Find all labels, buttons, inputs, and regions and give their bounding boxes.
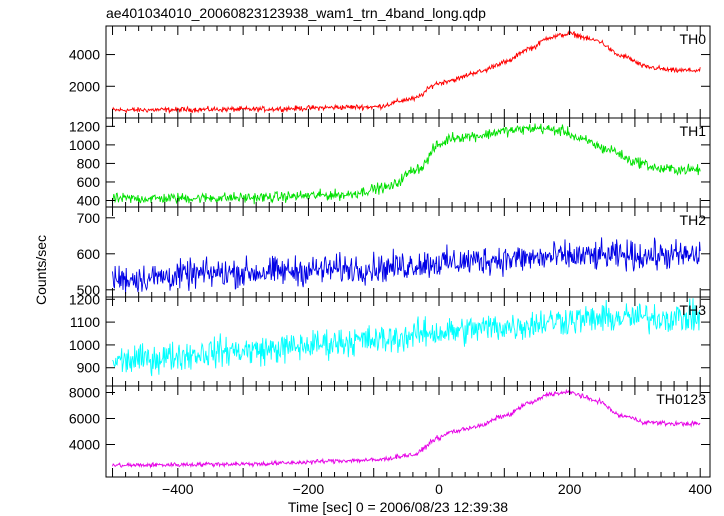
y-tick-label: 1000 <box>69 137 100 153</box>
y-tick-label: 1000 <box>69 337 100 353</box>
y-tick-label: 8000 <box>69 385 100 401</box>
series-label-th2: TH2 <box>680 212 707 228</box>
series-line-th1 <box>112 123 701 205</box>
series-label-th1: TH1 <box>680 123 707 139</box>
x-axis-label: Time [sec] 0 = 2006/08/23 12:39:38 <box>288 499 508 515</box>
y-tick-label: 1200 <box>69 118 100 134</box>
panel-frame-th0 <box>105 25 711 119</box>
series-line-th2 <box>112 237 701 294</box>
y-tick-label: 600 <box>77 174 101 190</box>
y-tick-label: 700 <box>77 210 101 226</box>
panel-frame-th1 <box>105 117 711 208</box>
y-tick-label: 1200 <box>69 291 100 307</box>
y-tick-label: 6000 <box>69 411 100 427</box>
series-line-th0123 <box>112 388 701 469</box>
series-label-th0: TH0 <box>680 31 707 47</box>
y-tick-label: 400 <box>77 193 101 209</box>
y-axis-label: Counts/sec <box>33 235 49 305</box>
y-tick-label: 900 <box>77 360 101 376</box>
series-line-th3 <box>112 298 701 377</box>
chart-title: ae401034010_20060823123938_wam1_trn_4ban… <box>106 5 486 21</box>
series-label-th0123: TH0123 <box>656 391 706 407</box>
series-line-th0 <box>112 30 701 115</box>
y-tick-label: 800 <box>77 155 101 171</box>
series-label-th3: TH3 <box>680 302 707 318</box>
x-tick-label: 0 <box>435 481 443 497</box>
x-tick-label: 200 <box>558 481 582 497</box>
y-tick-label: 4000 <box>69 437 100 453</box>
y-tick-label: 4000 <box>69 47 100 63</box>
x-tick-label: −400 <box>162 481 194 497</box>
y-tick-label: 600 <box>77 246 101 262</box>
y-tick-label: 2000 <box>69 78 100 94</box>
x-tick-label: −200 <box>293 481 325 497</box>
y-tick-label: 500 <box>77 282 101 298</box>
y-tick-label: 1100 <box>70 314 100 330</box>
panel-frame-th0123 <box>105 385 711 478</box>
x-tick-label: 400 <box>689 481 713 497</box>
